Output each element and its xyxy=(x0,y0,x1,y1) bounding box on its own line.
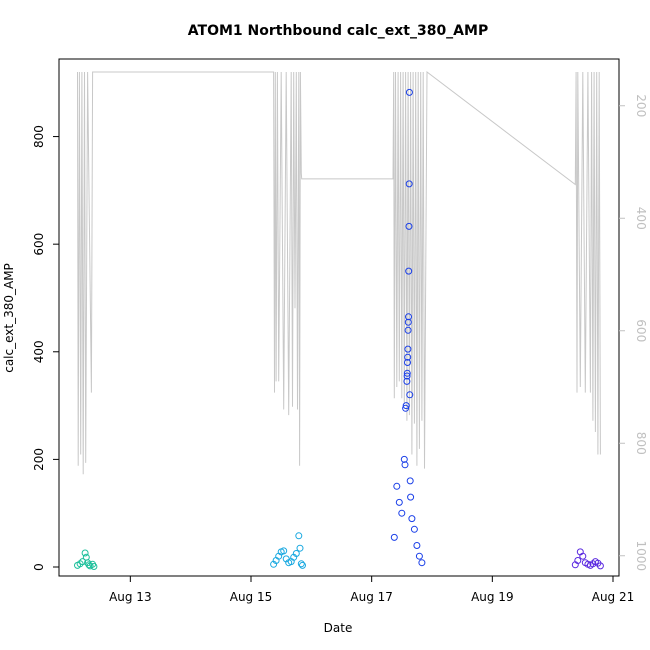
data-point xyxy=(574,557,582,564)
y2-tick-label: 1000 xyxy=(634,540,648,571)
data-point xyxy=(395,498,403,506)
y2-tick-label: 600 xyxy=(634,319,648,342)
data-point xyxy=(407,493,415,501)
data-point xyxy=(79,558,87,566)
data-point xyxy=(413,542,421,549)
x-tick-label: Aug 19 xyxy=(471,590,514,604)
axes-layer: Aug 13 Aug 15 Aug 17 Aug 19 Aug 21 0 200 400 600… xyxy=(32,94,648,604)
data-point xyxy=(295,532,303,540)
data-point xyxy=(404,326,412,334)
series-line xyxy=(77,70,601,475)
series-layer xyxy=(74,70,604,570)
y-tick-label: 600 xyxy=(32,233,46,256)
y-tick-label: 800 xyxy=(32,125,46,148)
data-point xyxy=(406,391,414,399)
plot-frame xyxy=(58,58,620,577)
data-point xyxy=(406,477,414,485)
data-point xyxy=(415,552,423,560)
data-point xyxy=(403,369,411,377)
data-point xyxy=(579,552,587,560)
data-point xyxy=(401,461,409,469)
data-point xyxy=(404,345,412,353)
data-point xyxy=(90,563,98,570)
x-tick-label: Aug 21 xyxy=(592,590,635,604)
data-point xyxy=(393,482,401,490)
data-point xyxy=(404,318,412,326)
data-point xyxy=(296,544,304,552)
x-tick-label: Aug 13 xyxy=(109,590,152,604)
data-point xyxy=(400,455,408,463)
x-tick-label: Aug 17 xyxy=(350,590,393,604)
x-axis-label: Date xyxy=(324,621,353,635)
data-point xyxy=(85,561,93,569)
y-axis-label: calc_ext_380_AMP xyxy=(2,263,16,373)
data-point xyxy=(408,515,416,523)
data-point xyxy=(404,353,412,361)
data-point xyxy=(81,549,89,557)
data-point xyxy=(403,372,411,380)
data-point xyxy=(402,402,410,410)
data-point xyxy=(405,222,413,230)
x-tick-label: Aug 15 xyxy=(230,590,273,604)
data-point xyxy=(403,377,411,385)
data-point xyxy=(299,561,306,569)
y2-tick-label: 200 xyxy=(634,94,648,117)
y-tick-label: 0 xyxy=(32,563,46,571)
data-point xyxy=(405,180,413,188)
data-point xyxy=(405,267,413,275)
data-point xyxy=(418,559,426,567)
data-point xyxy=(596,562,604,570)
data-point xyxy=(297,560,305,568)
data-point xyxy=(404,359,411,366)
data-point xyxy=(405,313,412,321)
data-point xyxy=(390,533,398,541)
data-point xyxy=(405,88,413,96)
chart-title: ATOM1 Northbound calc_ext_380_AMP xyxy=(188,23,488,39)
data-point xyxy=(292,550,300,557)
y2-tick-label: 800 xyxy=(634,432,648,455)
data-point xyxy=(402,404,410,412)
y-tick-label: 400 xyxy=(32,340,46,363)
data-point xyxy=(280,547,288,555)
data-point xyxy=(410,525,418,533)
y2-tick-label: 400 xyxy=(634,207,648,230)
data-point xyxy=(398,509,406,517)
y-tick-label: 200 xyxy=(32,448,46,471)
